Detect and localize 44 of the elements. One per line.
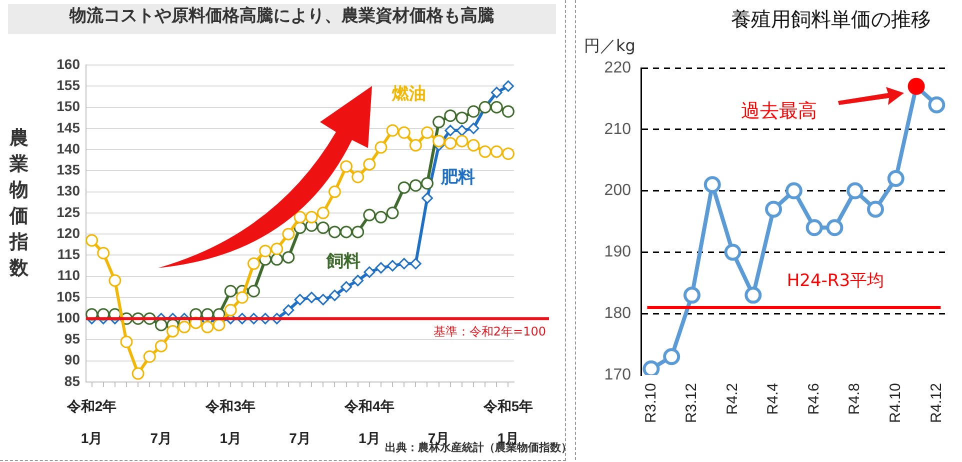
y-tick-label: 155	[56, 76, 80, 93]
x-tick-label: R4.6	[805, 383, 822, 415]
series-label: 飼料	[325, 251, 360, 272]
x-tick-label: 7月	[150, 430, 172, 446]
annotation: 過去最高	[741, 99, 817, 124]
y-tick-label: 160	[56, 56, 80, 72]
y-tick-label: 120	[56, 224, 80, 241]
x-tick-label: R4.8	[846, 383, 864, 415]
y-tick-label: 200	[604, 182, 632, 200]
y-axis-title: 円／kg	[584, 36, 636, 57]
series-label: 燃油	[391, 84, 426, 104]
x-tick-label: 7月	[289, 430, 311, 446]
x-tick-label: R4.4	[764, 383, 782, 415]
y-tick-label: 100	[56, 309, 80, 326]
y-tick-label: 95	[64, 330, 80, 347]
y-tick-label: 180	[604, 305, 632, 322]
y-tick-label: 135	[56, 162, 80, 178]
x-tick-label: R3.12	[683, 383, 700, 424]
ref-line-label: 基準：令和2年=100	[433, 324, 546, 339]
y-tick-label: 170	[604, 366, 632, 384]
y-tick-label: 90	[64, 352, 80, 368]
x-tick-label: 令和2年 1月	[66, 398, 117, 446]
ref-line-label: H24-R3平均	[786, 270, 884, 291]
y-tick-label: 115	[57, 246, 80, 262]
chart-title: 養殖用飼料単価の推移	[730, 6, 932, 32]
x-tick-label: R3.10	[642, 383, 660, 424]
y-tick-label: 150	[56, 98, 80, 114]
y-tick-label: 210	[604, 120, 632, 138]
x-tick-label: 令和3年 1月	[204, 398, 256, 446]
y-tick-label: 145	[56, 119, 80, 136]
y-tick-label: 85	[64, 372, 80, 389]
x-tick-label: R4.2	[724, 383, 741, 415]
y-tick-label: 110	[57, 267, 80, 284]
y-axis-title: 農業物価指数	[8, 126, 30, 281]
x-tick-label: R4.10	[887, 383, 904, 424]
x-tick-label: R4.12	[928, 383, 945, 424]
y-tick-label: 220	[604, 59, 632, 76]
y-tick-label: 190	[604, 244, 632, 261]
y-tick-label: 140	[56, 140, 80, 156]
chart-title: 物流コストや原料価格高騰により、農業資材価格も高騰	[8, 4, 556, 34]
y-tick-label: 125	[56, 204, 80, 220]
y-tick-label: 105	[56, 288, 80, 304]
series-label: 肥料	[440, 168, 476, 188]
y-tick-label: 130	[56, 182, 80, 199]
